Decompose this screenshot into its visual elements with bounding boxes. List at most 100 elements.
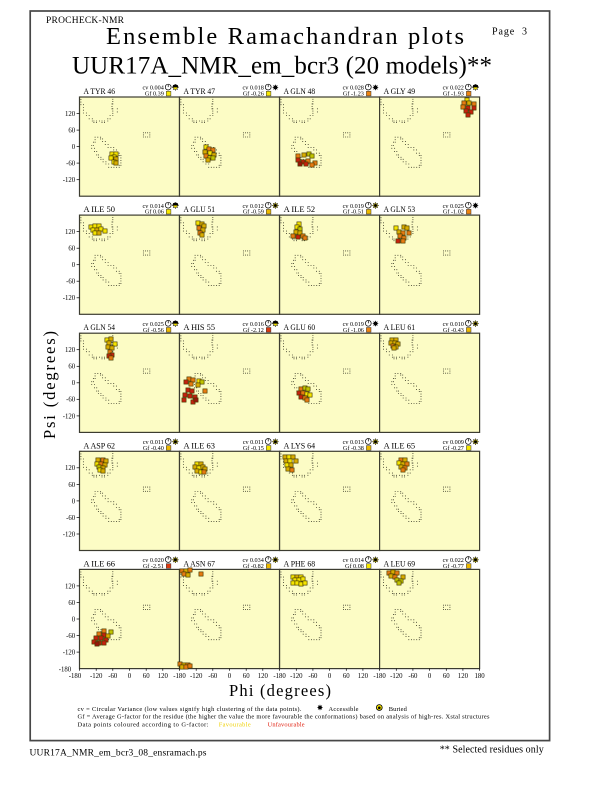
svg-text:cv 0.019: cv 0.019 — [343, 321, 364, 328]
svg-text:A GLU 51: A GLU 51 — [184, 204, 216, 214]
svg-text:cv 0.011: cv 0.011 — [243, 439, 264, 446]
svg-text:120: 120 — [65, 583, 76, 590]
svg-text:120: 120 — [65, 465, 76, 472]
svg-text:120: 120 — [65, 111, 76, 118]
svg-text:A PHE 68: A PHE 68 — [284, 558, 316, 568]
svg-text:-60: -60 — [108, 673, 118, 680]
svg-text:cv 0.014: cv 0.014 — [142, 203, 163, 210]
svg-text:PROCHECK-NMR: PROCHECK-NMR — [46, 16, 125, 26]
svg-text:-180: -180 — [273, 673, 286, 680]
svg-text:Gf -0.15: Gf -0.15 — [243, 445, 264, 452]
svg-text:-60: -60 — [308, 673, 318, 680]
svg-text:A ILE 50: A ILE 50 — [84, 204, 116, 214]
svg-text:60: 60 — [143, 673, 150, 680]
svg-text:cv 0.028: cv 0.028 — [343, 85, 364, 92]
svg-text:Page 3: Page 3 — [492, 27, 527, 38]
svg-text:-120: -120 — [63, 650, 76, 657]
svg-text:Gf -0.51: Gf -0.51 — [343, 209, 364, 216]
svg-text:0: 0 — [428, 673, 432, 680]
svg-text:** Selected residues only: ** Selected residues only — [440, 745, 544, 756]
svg-text:-180: -180 — [69, 673, 82, 680]
svg-text:60: 60 — [68, 246, 75, 253]
svg-text:180: 180 — [474, 673, 485, 680]
svg-text:Gf = Average G-factor for the: Gf = Average G-factor for the residue (t… — [78, 714, 491, 721]
svg-text:-180: -180 — [173, 673, 186, 680]
svg-text:-180: -180 — [373, 673, 386, 680]
svg-text:60: 60 — [68, 128, 75, 135]
svg-text:cv 0.013: cv 0.013 — [343, 439, 364, 446]
svg-text:60: 60 — [68, 364, 75, 371]
svg-text:0: 0 — [328, 673, 332, 680]
svg-text:Gf -0.38: Gf -0.38 — [343, 445, 364, 452]
svg-text:A GLN 53: A GLN 53 — [384, 204, 416, 214]
svg-text:Accessible: Accessible — [329, 706, 359, 713]
svg-text:60: 60 — [443, 673, 450, 680]
svg-text:A ASN 67: A ASN 67 — [184, 558, 216, 568]
svg-text:cv 0.022: cv 0.022 — [443, 557, 464, 564]
svg-text:Gf -0.27: Gf -0.27 — [443, 445, 464, 452]
svg-text:cv = Circular Variance (low va: cv = Circular Variance (low values signi… — [78, 706, 302, 713]
svg-text:A GLY 49: A GLY 49 — [384, 86, 416, 96]
svg-text:A GLN 54: A GLN 54 — [84, 322, 116, 332]
svg-text:A ASP 62: A ASP 62 — [84, 440, 116, 450]
svg-text:60: 60 — [243, 673, 250, 680]
svg-text:-60: -60 — [66, 397, 76, 404]
svg-text:-120: -120 — [63, 531, 76, 538]
svg-text:120: 120 — [65, 347, 76, 354]
svg-text:cv 0.022: cv 0.022 — [443, 85, 464, 92]
svg-text:cv 0.034: cv 0.034 — [242, 557, 263, 564]
svg-text:Gf 0.39: Gf 0.39 — [145, 91, 164, 98]
svg-text:A ILE 63: A ILE 63 — [184, 440, 216, 450]
svg-text:cv 0.010: cv 0.010 — [443, 321, 464, 328]
svg-text:cv 0.014: cv 0.014 — [343, 557, 364, 564]
svg-text:120: 120 — [65, 229, 76, 236]
svg-text:-60: -60 — [408, 673, 418, 680]
svg-text:-60: -60 — [66, 279, 76, 286]
svg-text:Gf -0.82: Gf -0.82 — [243, 563, 264, 570]
svg-text:120: 120 — [458, 673, 469, 680]
svg-text:A LEU 61: A LEU 61 — [384, 322, 416, 332]
svg-text:UUR17A_NMR_em_bcr3_08_ensramac: UUR17A_NMR_em_bcr3_08_ensramach.ps — [30, 749, 207, 759]
svg-text:Favourable: Favourable — [219, 721, 251, 728]
svg-text:Gf -0.40: Gf -0.40 — [143, 445, 164, 452]
svg-text:Gf -2.12: Gf -2.12 — [243, 327, 264, 334]
svg-text:-60: -60 — [66, 633, 76, 640]
svg-text:Gf -0.26: Gf -0.26 — [243, 91, 264, 98]
svg-text:-180: -180 — [59, 667, 72, 674]
svg-text:60: 60 — [343, 673, 350, 680]
svg-text:Psi (degrees): Psi (degrees) — [40, 331, 59, 439]
svg-text:Gf -0.59: Gf -0.59 — [243, 209, 264, 216]
svg-text:cv 0.018: cv 0.018 — [242, 85, 263, 92]
svg-text:cv 0.016: cv 0.016 — [242, 321, 263, 328]
svg-text:-120: -120 — [90, 673, 103, 680]
svg-text:cv 0.025: cv 0.025 — [142, 321, 163, 328]
svg-text:A ILE 52: A ILE 52 — [284, 204, 316, 214]
svg-text:Gf 0.08: Gf 0.08 — [345, 563, 364, 570]
svg-text:Gf -1.06: Gf -1.06 — [343, 327, 364, 334]
svg-text:0: 0 — [128, 673, 132, 680]
svg-text:60: 60 — [68, 600, 75, 607]
svg-text:UUR17A_NMR_em_bcr3 (20 models): UUR17A_NMR_em_bcr3 (20 models)** — [72, 53, 492, 80]
svg-text:0: 0 — [72, 616, 76, 623]
svg-text:0: 0 — [72, 144, 76, 151]
svg-text:-120: -120 — [190, 673, 203, 680]
svg-text:0: 0 — [72, 380, 76, 387]
svg-text:Gf -1.23: Gf -1.23 — [343, 91, 364, 98]
svg-text:0: 0 — [72, 498, 76, 505]
svg-text:-120: -120 — [390, 673, 403, 680]
svg-text:cv 0.019: cv 0.019 — [343, 203, 364, 210]
svg-text:A TYR 47: A TYR 47 — [184, 86, 216, 96]
svg-text:Gf -2.51: Gf -2.51 — [143, 563, 164, 570]
svg-text:-120: -120 — [63, 295, 76, 302]
svg-text:A HIS 55: A HIS 55 — [184, 322, 216, 332]
svg-text:Ensemble Ramachandran plots: Ensemble Ramachandran plots — [106, 23, 464, 50]
svg-text:A GLN 48: A GLN 48 — [284, 86, 316, 96]
svg-text:120: 120 — [358, 673, 369, 680]
svg-text:A LEU 69: A LEU 69 — [384, 558, 416, 568]
svg-text:Data points coloured according: Data points coloured according to G-fact… — [78, 721, 209, 728]
svg-text:-60: -60 — [208, 673, 218, 680]
svg-text:0: 0 — [228, 673, 232, 680]
svg-text:Phi (degrees): Phi (degrees) — [229, 681, 331, 700]
svg-text:A ILE 65: A ILE 65 — [384, 440, 416, 450]
svg-text:cv 0.020: cv 0.020 — [142, 557, 163, 564]
